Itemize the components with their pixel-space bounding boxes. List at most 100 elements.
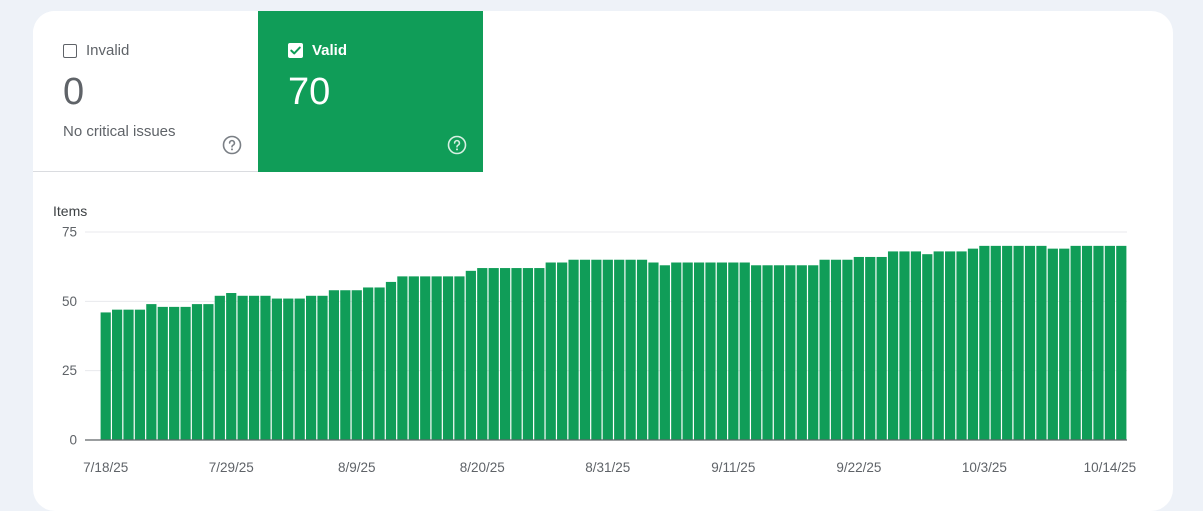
status-tiles: Invalid 0 No critical issues Valid 70	[33, 11, 1173, 172]
y-tick-label: 75	[62, 225, 77, 240]
bar	[830, 259, 842, 440]
valid-checkbox[interactable]	[288, 43, 303, 58]
bar	[499, 268, 511, 440]
bar	[693, 262, 705, 440]
bar	[808, 265, 819, 440]
bar	[454, 276, 465, 440]
bar	[100, 312, 111, 440]
bar	[112, 309, 123, 440]
bar	[522, 268, 534, 440]
bar-chart: Items 0 25 50 75 7/18/25 7/29/25 8/9/25 8/20/25 8…	[53, 203, 1137, 475]
bar	[739, 262, 750, 440]
bar	[1024, 245, 1036, 440]
tiles-empty-area	[483, 11, 1173, 172]
bar	[705, 262, 716, 440]
bar	[1070, 245, 1081, 440]
bar	[545, 262, 556, 440]
x-tick-label: 8/20/25	[460, 460, 505, 475]
bar	[408, 276, 419, 440]
x-tick-label: 10/14/25	[1084, 460, 1137, 475]
bar	[910, 251, 921, 440]
bar	[317, 295, 328, 440]
bar	[1059, 248, 1070, 440]
bar	[1104, 245, 1115, 440]
bar	[579, 259, 591, 440]
bar	[169, 306, 180, 440]
bar	[340, 290, 351, 440]
y-axis-label: Items	[53, 203, 87, 219]
x-tick-label: 7/29/25	[209, 460, 254, 475]
invalid-label: Invalid	[86, 42, 130, 59]
bar	[728, 262, 739, 440]
bar	[819, 259, 830, 440]
bar	[990, 245, 1001, 440]
bar	[157, 306, 168, 440]
help-icon[interactable]	[222, 135, 242, 155]
bar	[1047, 248, 1058, 440]
invalid-toggle[interactable]: Invalid	[63, 42, 129, 59]
bar	[614, 259, 625, 440]
bar	[659, 265, 670, 440]
bar	[922, 254, 933, 440]
bar	[1116, 245, 1127, 440]
bar	[420, 276, 431, 440]
bar	[853, 256, 864, 440]
bar	[899, 251, 910, 440]
bar	[1002, 245, 1013, 440]
bar	[956, 251, 967, 440]
bar	[465, 270, 476, 440]
bar	[1081, 245, 1093, 440]
invalid-subtitle: No critical issues	[63, 123, 176, 140]
valid-toggle[interactable]: Valid	[288, 42, 347, 59]
y-tick-label: 50	[62, 294, 77, 309]
bar	[636, 259, 648, 440]
bar	[397, 276, 408, 440]
bar	[967, 248, 979, 440]
y-tick-label: 0	[69, 433, 77, 448]
bar	[979, 245, 990, 440]
valid-label: Valid	[312, 42, 348, 59]
bar	[328, 290, 340, 440]
bar	[568, 259, 579, 440]
bar	[180, 306, 191, 440]
bar	[773, 265, 785, 440]
bar	[191, 304, 203, 440]
bar	[248, 295, 260, 440]
chart-area: Items 0 25 50 75 7/18/25 7/29/25 8/9/25 8/20/25 8…	[33, 172, 1173, 511]
bar	[751, 265, 762, 440]
valid-tile[interactable]: Valid 70	[258, 11, 483, 172]
invalid-count: 0	[63, 71, 85, 113]
bar	[682, 262, 693, 440]
bar	[442, 276, 454, 440]
bar	[602, 259, 613, 440]
bar	[762, 265, 773, 440]
report-card: Invalid 0 No critical issues Valid 70	[33, 11, 1173, 511]
bar	[306, 295, 317, 440]
bar	[237, 295, 248, 440]
x-tick-label: 9/11/25	[711, 460, 755, 475]
bar	[796, 265, 807, 440]
invalid-tile[interactable]: Invalid 0 No critical issues	[33, 11, 258, 172]
bar	[134, 309, 146, 440]
bar	[351, 290, 362, 440]
valid-count: 70	[288, 71, 331, 113]
bar	[511, 268, 522, 440]
bar	[431, 276, 442, 440]
bar	[477, 268, 488, 440]
bar	[876, 256, 887, 440]
bar	[1093, 245, 1104, 440]
bar	[591, 259, 602, 440]
bar	[716, 262, 728, 440]
bar	[123, 309, 134, 440]
bar	[214, 295, 225, 440]
bar	[1013, 245, 1024, 440]
help-icon[interactable]	[447, 135, 467, 155]
bar	[534, 268, 545, 440]
bar	[385, 281, 397, 440]
bar	[260, 295, 271, 440]
bar	[294, 298, 305, 440]
y-tick-label: 25	[62, 363, 77, 378]
x-tick-label: 10/3/25	[962, 460, 1007, 475]
bar	[271, 298, 282, 440]
invalid-checkbox[interactable]	[63, 43, 77, 58]
